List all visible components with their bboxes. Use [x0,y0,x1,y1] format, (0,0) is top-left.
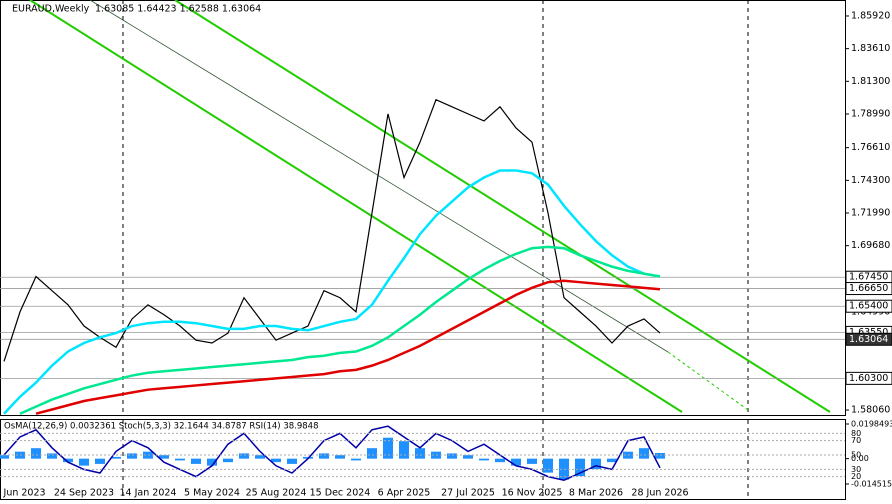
level-label: 1.65400 [849,301,888,312]
y-tick-label: 1.74300 [851,175,890,186]
x-tick-label: 28 Jun 2026 [631,488,688,499]
moving-average [35,279,661,415]
x-tick-label: 14 Jan 2024 [120,488,177,499]
level-label: 1.67450 [849,272,888,283]
osma-bar [95,458,105,464]
level-box [845,371,892,385]
osma-bar [271,458,281,463]
price-line [3,98,661,362]
osma-bar [527,458,537,464]
osma-bar [207,458,217,466]
level-box [845,282,892,296]
stoch-tick-label: 50 [851,451,861,460]
osma-bar [415,448,425,459]
x-tick-label: 16 Nov 2025 [502,488,563,499]
x-tick-label: 8 Mar 2026 [569,488,623,499]
osma-bar [543,458,553,473]
current-price-label: 1.63064 [849,334,888,345]
osma-bar [127,453,137,459]
osma-bar [367,448,377,459]
v-grid [122,0,749,499]
osma-bar [575,458,585,477]
stoch-tick-label: 30 [851,465,861,474]
osma-bar [47,453,57,459]
trend-lines [29,0,831,413]
osma-bar [463,455,473,459]
osma-bar [31,448,41,459]
main-frame [0,0,846,416]
stoch-tick-label: 70 [851,436,861,445]
osma-bar [239,453,249,459]
osma-bar [255,455,265,459]
osma-tick-label: -0.0145159 [851,480,892,489]
moving-average [19,245,661,415]
x-tick-label: 15 Dec 2024 [310,488,371,499]
x-tick-label: 24 Sep 2023 [54,488,114,499]
osma-bar [335,455,345,459]
osma-bar [655,453,665,459]
osma-tick-label: 0.0198493 [851,420,892,429]
osma-bar [639,448,649,459]
x-tick-label: 4 Jun 2023 [0,488,46,499]
x-tick-label: 5 May 2024 [184,488,240,499]
y-tick-label: 1.76610 [851,142,890,153]
osma-bar [607,458,617,463]
moving-average [3,169,661,415]
y-tick-label: 1.71990 [851,208,890,219]
osma-bar [223,458,233,463]
level-label: 1.63550 [849,327,888,338]
osma-bar [479,458,489,461]
level-label: 1.66650 [849,283,888,294]
osma-bar [591,458,601,470]
ohlc: 1.63085 1.64423 1.62588 1.63064 [95,4,261,15]
osma-tick-label: 0.00 [851,454,869,463]
y-tick-label: 1.81300 [851,76,890,87]
indicator-title: OsMA(12,26,9) 0.0032361 Stoch(5,3,3) 32.… [4,422,318,432]
osma-bar [383,437,393,459]
osma-bar [111,456,121,459]
x-tick-label: 25 Aug 2024 [246,488,307,499]
osma-bar [63,458,73,463]
level-box [845,299,892,313]
current-price-box [845,332,892,346]
osma-bar [447,453,457,459]
y-tick-label: 1.69680 [851,240,890,251]
osma-bar [0,455,9,459]
osma-bar [191,458,201,464]
osma-bar [159,455,169,459]
osma-bar [495,458,505,463]
x-tick-label: 6 Apr 2025 [378,488,431,499]
osma-bar [79,458,89,466]
y-tick-label: 1.78990 [851,109,890,120]
osma-bar [319,453,329,459]
y-tick-label: 1.83610 [851,43,890,54]
osma-bar [351,458,361,461]
stoch-tick-label: 80 [851,429,861,438]
osma-bar [399,441,409,459]
level-label: 1.60300 [849,373,888,384]
osma-bar [511,458,521,466]
stoch-tick-label: 20 [851,472,861,481]
indicator-frame [0,419,846,500]
x-tick-label: 27 Jul 2025 [441,488,495,499]
y-tick-label: 1.85920 [851,10,890,21]
osma-bar [175,458,185,461]
osma-bar [287,458,297,464]
symbol: EURAUD,Weekly [12,4,90,15]
y-tick-label: 1.58060 [851,405,890,416]
